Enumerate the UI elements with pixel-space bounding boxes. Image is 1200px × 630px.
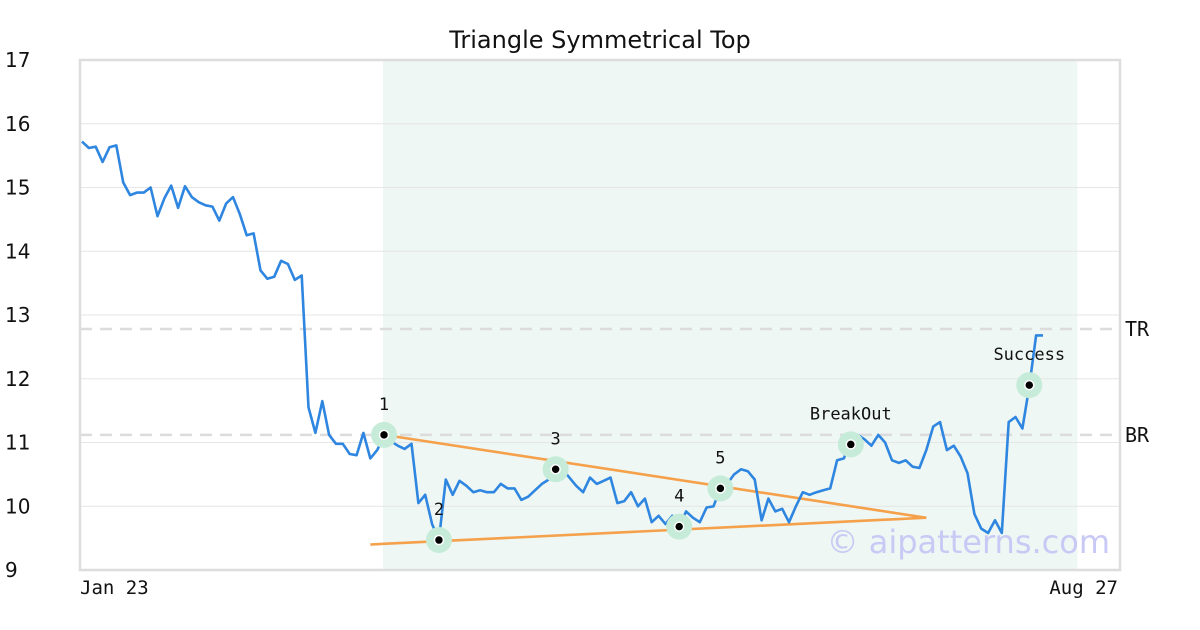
- point-marker: [673, 521, 685, 532]
- y-tick-label: 9: [5, 558, 18, 582]
- point-label: BreakOut: [810, 404, 892, 424]
- trendline: [370, 516, 927, 546]
- point-label: 1: [379, 395, 389, 415]
- y-tick-label: 16: [5, 112, 30, 136]
- y-axis-ticks: 9 10 11 12 13 14 15 16 17: [5, 48, 30, 582]
- point-marker: [1024, 379, 1035, 391]
- point-label: 3: [551, 429, 561, 449]
- levels: TR BR: [80, 317, 1150, 447]
- trendlines: [370, 433, 927, 546]
- point-marker: [378, 429, 390, 441]
- point-marker: [715, 483, 726, 494]
- level-label-br: BR: [1125, 423, 1150, 447]
- x-tick-end: Aug 27: [1049, 577, 1118, 599]
- plot-frame: [78, 58, 1122, 572]
- point-label: 2: [434, 500, 444, 520]
- point-label: 4: [674, 487, 684, 507]
- point-marker: [845, 439, 857, 450]
- y-tick-label: 10: [5, 494, 30, 518]
- point-label: 5: [715, 448, 725, 468]
- watermark: © aipatterns.com: [827, 523, 1110, 561]
- grid: [80, 123, 1120, 507]
- y-tick-label: 12: [5, 367, 30, 391]
- x-tick-start: Jan 23: [80, 577, 149, 599]
- y-tick-label: 11: [5, 431, 30, 455]
- y-tick-label: 14: [5, 239, 30, 263]
- chart-title: Triangle Symmetrical Top: [448, 26, 751, 54]
- y-tick-label: 15: [5, 176, 30, 200]
- y-tick-label: 13: [5, 303, 30, 327]
- trendline: [383, 433, 927, 520]
- pattern-points: 1 2 3 4 5 BreakOut Success: [371, 345, 1065, 554]
- point-label: Success: [993, 345, 1065, 365]
- point-marker: [433, 534, 445, 546]
- point-marker: [550, 464, 561, 475]
- y-tick-label: 17: [5, 48, 30, 72]
- level-label-tr: TR: [1125, 317, 1150, 341]
